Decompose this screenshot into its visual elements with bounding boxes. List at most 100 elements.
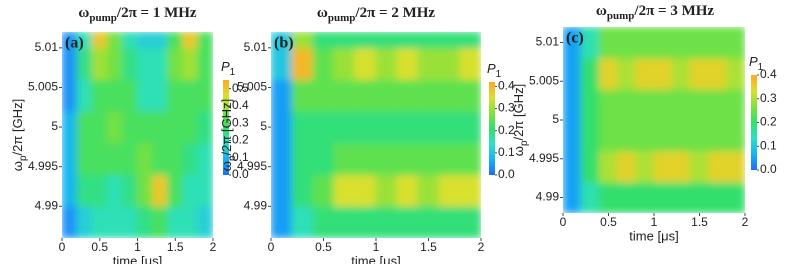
cells — [62, 32, 213, 238]
heatmap-cell — [76, 110, 93, 144]
heatmap-cell — [121, 32, 138, 49]
heatmap-cell — [635, 88, 655, 121]
y-label-subscript: p — [227, 155, 238, 161]
heatmap-cell — [333, 174, 356, 207]
heatmap-cell — [106, 47, 123, 81]
heatmap-cell — [291, 205, 314, 238]
colorbar-tick-label: 0.0 — [498, 167, 515, 181]
heatmap-cell — [106, 174, 123, 207]
colorbar-tick-label: 0.3 — [760, 91, 777, 105]
heatmap-cell — [291, 110, 314, 144]
heatmap-cell — [438, 110, 461, 144]
colorbar-tick-label: 0.0 — [232, 167, 249, 181]
heatmap-cell — [333, 32, 356, 49]
heatmap-cell — [396, 32, 419, 49]
colorbar-tick-label: 0.1 — [232, 150, 249, 164]
colorbar-tick-label: 0.3 — [498, 101, 515, 115]
colorbar-tick-label: 0.5 — [232, 81, 249, 95]
y-label-symbol: ω — [511, 146, 526, 156]
heatmap-cell — [598, 57, 619, 90]
y-tick-label: 4.99 — [536, 190, 560, 204]
heatmap-cell — [417, 110, 440, 144]
heatmap-cell — [271, 32, 293, 49]
x-tick-label: 0.5 — [315, 240, 332, 254]
heatmap-cell — [354, 174, 377, 207]
x-axis-label: time [μs] — [629, 228, 678, 243]
y-label-symbol: ω — [10, 161, 25, 171]
heatmap-cell — [459, 47, 481, 81]
colorbar-tick-label: 0.1 — [760, 138, 777, 152]
heatmap-cell — [396, 142, 419, 176]
heatmap-cell — [182, 205, 199, 238]
title-symbol: ω — [317, 5, 328, 21]
heatmap-cell — [598, 27, 619, 59]
heatmap-cell — [62, 79, 78, 112]
heatmap-cell — [152, 205, 169, 238]
colorbar-label-symbol: P — [221, 59, 230, 74]
y-tick-label: 5.01 — [244, 40, 268, 54]
heatmap-cell — [396, 110, 419, 144]
heatmap-cell — [635, 181, 655, 213]
title-symbol: ω — [78, 5, 89, 21]
title-symbol: ω — [596, 3, 607, 19]
y-tick-label: 5 — [260, 119, 267, 133]
colorbar-label-symbol: P — [487, 61, 496, 76]
heatmap-cell — [167, 142, 184, 176]
colorbar-label: P1 — [221, 59, 236, 77]
heatmap-cell — [197, 205, 213, 238]
heatmap-cell — [271, 174, 293, 207]
heatmap-cell — [396, 205, 419, 238]
heatmap-cell — [417, 142, 440, 176]
y-label-text: /2π [GHz] — [10, 99, 25, 156]
panel-label: (c) — [566, 30, 584, 47]
title-text: /2π = 2 MHz — [354, 5, 435, 21]
x-axis-label: time [μs] — [113, 253, 162, 264]
x-tick-label: 0 — [560, 215, 567, 229]
heatmap-cell — [438, 79, 461, 112]
heatmap-cell — [312, 79, 335, 112]
y-tick-label: 5 — [552, 112, 559, 126]
heatmap-cell — [635, 27, 655, 59]
heatmap-cell — [271, 79, 293, 112]
heatmap-cell — [62, 110, 78, 144]
x-axis-label: time [μs] — [351, 253, 400, 264]
heatmap-cell — [333, 47, 356, 81]
y-tick-label: 5.01 — [536, 35, 560, 49]
heatmap-cell — [106, 205, 123, 238]
heatmap-cell — [312, 174, 335, 207]
heatmap-cell — [197, 110, 213, 144]
heatmap-cell — [62, 205, 78, 238]
x-tick-label: 2 — [478, 240, 485, 254]
x-tick-label: 1.5 — [420, 240, 437, 254]
heatmap-cell — [271, 205, 293, 238]
heatmap-cell — [137, 32, 154, 49]
x-tick-label: 0.5 — [600, 215, 617, 229]
heatmap-cell — [396, 79, 419, 112]
heatmap-cell — [375, 110, 398, 144]
heatmap-cell — [653, 119, 673, 152]
heatmap-cell — [417, 32, 440, 49]
heatmap-cell — [375, 32, 398, 49]
heatmap-cell — [617, 27, 637, 59]
heatmap-cell — [726, 88, 745, 121]
heatmap-cell — [271, 142, 293, 176]
heatmap-cell — [580, 27, 600, 59]
heatmap-cell — [708, 181, 728, 213]
y-tick-label: 4.99 — [35, 198, 59, 212]
heatmap-cell — [653, 27, 673, 59]
heatmap-cell — [417, 205, 440, 238]
x-tick-label: 1 — [373, 240, 380, 254]
heatmap-cell — [580, 57, 600, 90]
heatmap-cell — [152, 142, 169, 176]
heatmap-cell — [671, 181, 691, 213]
heatmap-cell — [563, 57, 582, 90]
panel-label: (b) — [274, 35, 294, 52]
y-label-subscript: p — [519, 140, 530, 146]
heatmap-cell — [182, 32, 199, 49]
heatmap-cell — [354, 142, 377, 176]
heatmap — [271, 32, 481, 238]
y-tick-label: 4.995 — [529, 151, 559, 165]
heatmap-cell — [152, 174, 169, 207]
